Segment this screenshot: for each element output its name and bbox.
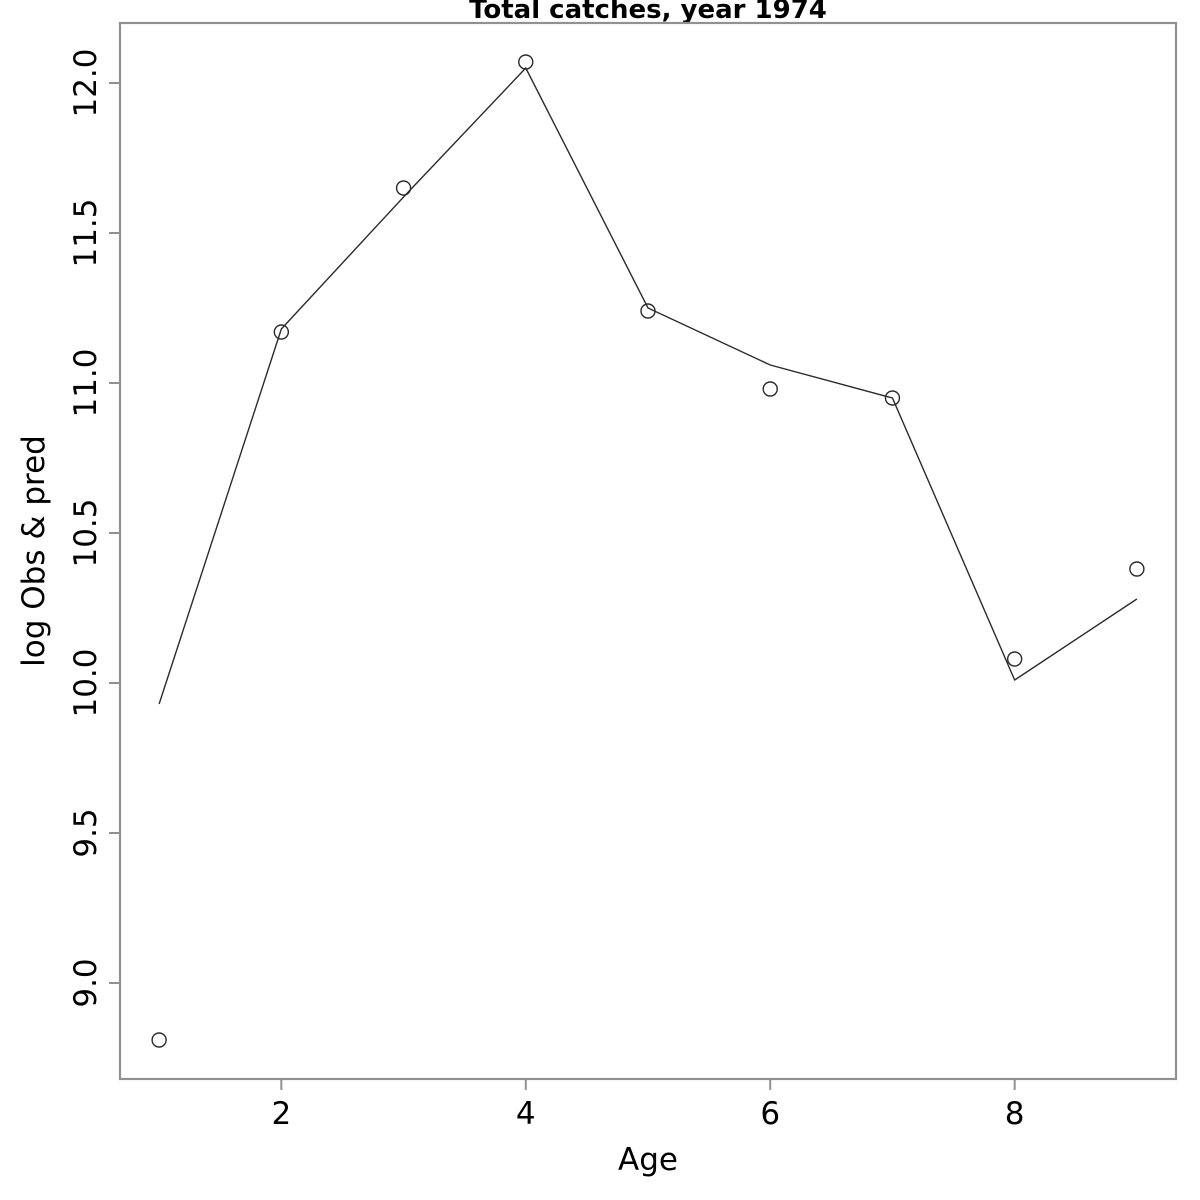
observed-point — [884, 390, 901, 406]
observed-point — [518, 54, 534, 70]
chart-title: Total catches, year 1974 — [469, 0, 827, 25]
y-tick-label: 12.0 — [68, 48, 104, 117]
x-axis-label: Age — [618, 1142, 678, 1178]
observed-point — [762, 381, 778, 397]
observed-point — [273, 324, 290, 340]
predicted-line — [158, 66, 1138, 705]
observed-point — [1006, 651, 1023, 667]
y-tick-label: 11.5 — [68, 198, 104, 267]
x-tick-label: 4 — [516, 1096, 536, 1132]
y-tick-label: 9.5 — [68, 808, 104, 857]
y-tick-label: 9.0 — [68, 958, 104, 1007]
x-tick-label: 2 — [271, 1096, 291, 1132]
observed-point — [640, 303, 656, 319]
plot-frame — [118, 21, 1178, 1081]
y-tick-label: 10.5 — [68, 498, 104, 567]
y-tick-label: 10.0 — [68, 648, 104, 717]
x-tick-label: 6 — [760, 1096, 780, 1132]
observed-point — [395, 180, 412, 196]
observed-point — [1129, 561, 1145, 577]
y-tick-label: 11.0 — [68, 348, 104, 417]
observed-point — [151, 1032, 167, 1048]
x-tick-label: 8 — [1005, 1096, 1025, 1132]
